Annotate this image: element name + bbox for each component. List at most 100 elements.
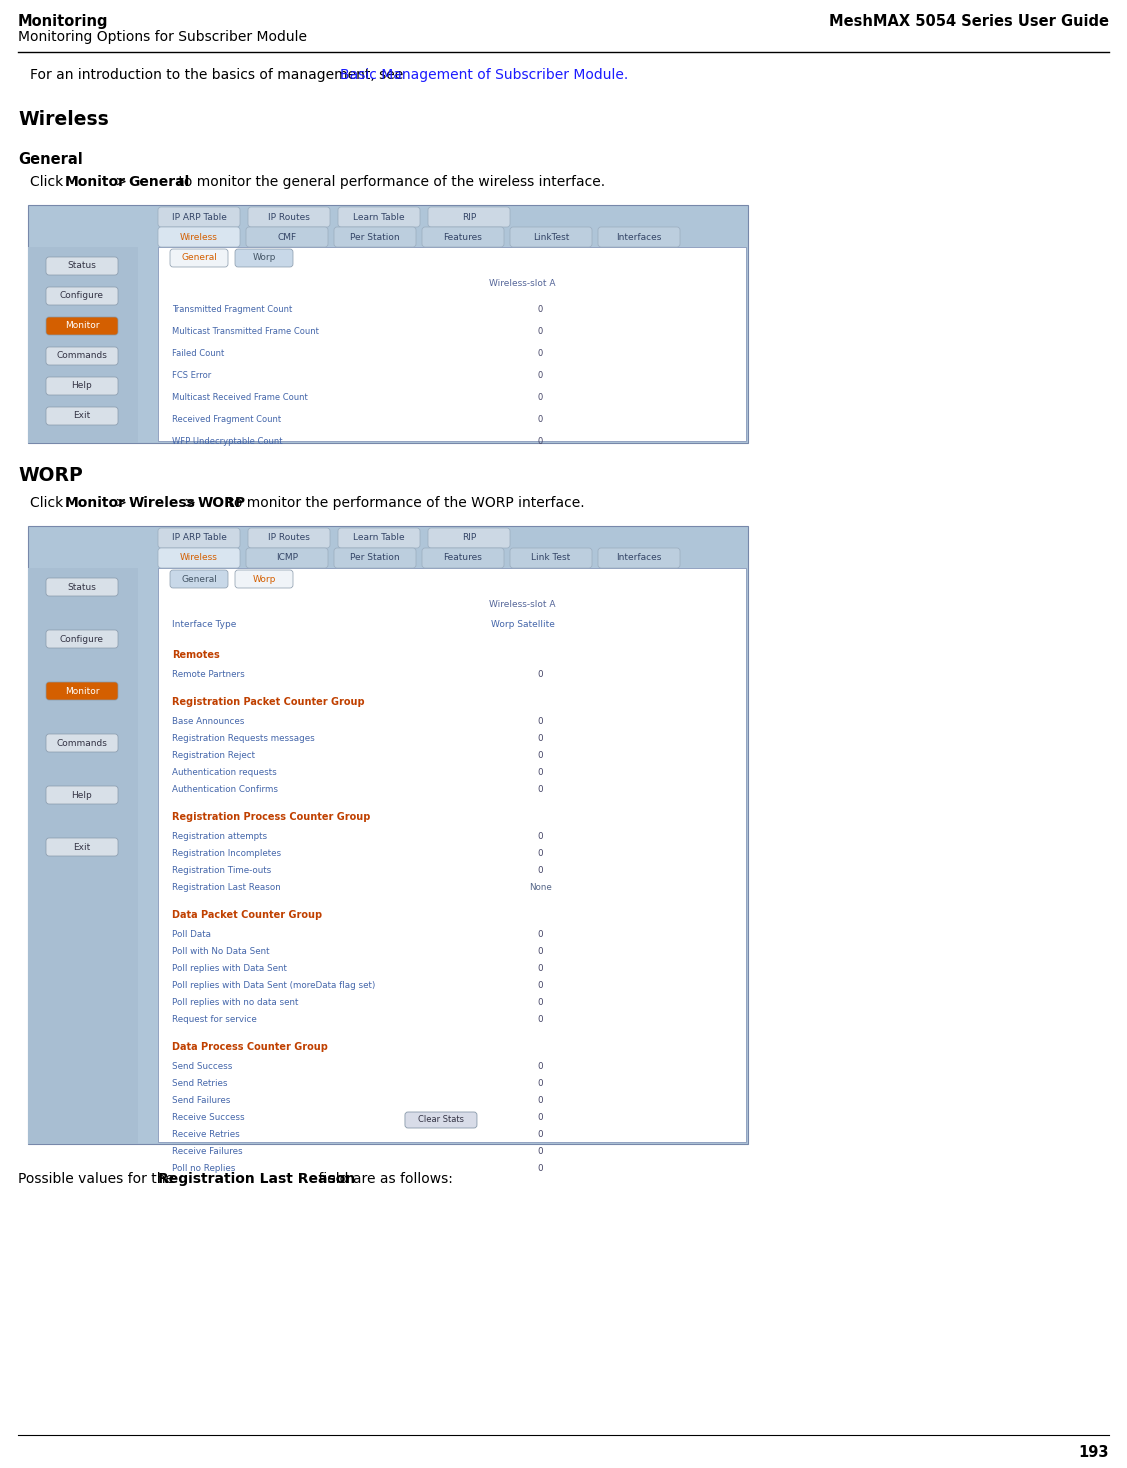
Text: Poll replies with no data sent: Poll replies with no data sent: [172, 998, 299, 1007]
Text: Poll Data: Poll Data: [172, 931, 211, 940]
Text: Wireless-slot A: Wireless-slot A: [489, 600, 556, 609]
Text: General: General: [181, 574, 216, 583]
FancyBboxPatch shape: [46, 785, 118, 804]
Text: Receive Retries: Receive Retries: [172, 1130, 240, 1139]
FancyBboxPatch shape: [46, 407, 118, 426]
Text: Commands: Commands: [56, 738, 107, 747]
FancyBboxPatch shape: [598, 228, 680, 247]
Text: IP ARP Table: IP ARP Table: [171, 533, 227, 543]
FancyBboxPatch shape: [338, 207, 420, 228]
Text: Worp: Worp: [252, 254, 276, 263]
Text: ICMP: ICMP: [276, 553, 298, 562]
Text: CMF: CMF: [277, 232, 296, 242]
Text: Worp Satellite: Worp Satellite: [490, 619, 554, 628]
Text: 0: 0: [538, 734, 543, 743]
FancyBboxPatch shape: [46, 377, 118, 395]
FancyBboxPatch shape: [46, 630, 118, 647]
Text: Interfaces: Interfaces: [616, 553, 662, 562]
Text: 193: 193: [1079, 1445, 1109, 1461]
Text: 0: 0: [538, 947, 543, 956]
Text: Poll replies with Data Sent (moreData flag set): Poll replies with Data Sent (moreData fl…: [172, 981, 375, 989]
Text: Registration Packet Counter Group: Registration Packet Counter Group: [172, 697, 365, 708]
Text: Per Station: Per Station: [350, 232, 400, 242]
Text: Wireless: Wireless: [180, 553, 218, 562]
FancyBboxPatch shape: [246, 548, 328, 568]
Text: Features: Features: [444, 553, 482, 562]
Text: Receive Success: Receive Success: [172, 1113, 245, 1122]
Text: Registration Reject: Registration Reject: [172, 752, 255, 760]
Text: 0: 0: [538, 1097, 543, 1105]
Text: 0: 0: [538, 669, 543, 680]
Text: Per Station: Per Station: [350, 553, 400, 562]
Text: Send Retries: Send Retries: [172, 1079, 228, 1088]
Text: Authentication requests: Authentication requests: [172, 768, 277, 777]
Text: Registration Requests messages: Registration Requests messages: [172, 734, 314, 743]
Text: Click: Click: [30, 175, 68, 189]
Text: Base Announces: Base Announces: [172, 716, 245, 727]
FancyBboxPatch shape: [46, 346, 118, 366]
FancyBboxPatch shape: [170, 570, 228, 589]
Text: Poll replies with Data Sent: Poll replies with Data Sent: [172, 964, 287, 973]
Text: Help: Help: [72, 382, 92, 390]
Text: 0: 0: [538, 716, 543, 727]
Text: For an introduction to the basics of management, see: For an introduction to the basics of man…: [30, 68, 408, 82]
Text: 0: 0: [538, 931, 543, 940]
FancyBboxPatch shape: [334, 548, 416, 568]
Text: 0: 0: [538, 1164, 543, 1173]
Text: >: >: [110, 496, 131, 509]
Text: Interfaces: Interfaces: [616, 232, 662, 242]
FancyBboxPatch shape: [46, 734, 118, 752]
Text: Wireless: Wireless: [18, 110, 108, 129]
Text: FCS Error: FCS Error: [172, 371, 211, 380]
Text: Data Process Counter Group: Data Process Counter Group: [172, 1042, 328, 1053]
FancyBboxPatch shape: [511, 548, 592, 568]
Bar: [158, 568, 746, 1142]
Text: Wireless: Wireless: [128, 496, 195, 509]
FancyBboxPatch shape: [236, 250, 293, 267]
Text: Worp: Worp: [252, 574, 276, 583]
FancyBboxPatch shape: [46, 683, 118, 700]
Text: Possible values for the: Possible values for the: [18, 1171, 178, 1186]
Text: Status: Status: [68, 261, 97, 270]
FancyBboxPatch shape: [248, 207, 330, 228]
Text: 0: 0: [538, 785, 543, 794]
Text: 0: 0: [538, 437, 543, 446]
Text: 0: 0: [538, 305, 543, 314]
Text: 0: 0: [538, 349, 543, 358]
FancyBboxPatch shape: [158, 548, 240, 568]
Text: Remote Partners: Remote Partners: [172, 669, 245, 680]
Text: General: General: [128, 175, 189, 189]
FancyBboxPatch shape: [511, 228, 592, 247]
Text: 0: 0: [538, 1061, 543, 1072]
Text: 0: 0: [538, 768, 543, 777]
Text: Monitor: Monitor: [65, 175, 126, 189]
Text: 0: 0: [538, 371, 543, 380]
FancyBboxPatch shape: [46, 257, 118, 275]
Text: 0: 0: [538, 1079, 543, 1088]
Text: WORP: WORP: [197, 496, 246, 509]
Text: 0: 0: [538, 849, 543, 857]
Text: 0: 0: [538, 866, 543, 875]
Text: Learn Table: Learn Table: [353, 213, 405, 222]
Text: IP Routes: IP Routes: [268, 533, 310, 543]
Text: Registration attempts: Registration attempts: [172, 832, 267, 841]
Text: Basic Management of Subscriber Module.: Basic Management of Subscriber Module.: [340, 68, 628, 82]
Text: field are as follows:: field are as follows:: [314, 1171, 453, 1186]
Text: General: General: [181, 254, 216, 263]
FancyBboxPatch shape: [46, 317, 118, 335]
Text: Monitoring Options for Subscriber Module: Monitoring Options for Subscriber Module: [18, 29, 307, 44]
Text: >: >: [180, 496, 201, 509]
FancyBboxPatch shape: [46, 838, 118, 856]
Text: Monitor: Monitor: [65, 496, 126, 509]
Text: Configure: Configure: [60, 292, 104, 301]
Text: Monitor: Monitor: [64, 687, 99, 696]
Text: Registration Time-outs: Registration Time-outs: [172, 866, 272, 875]
Text: 0: 0: [538, 1014, 543, 1025]
Text: Help: Help: [72, 790, 92, 800]
FancyBboxPatch shape: [428, 207, 511, 228]
Text: 0: 0: [538, 981, 543, 989]
Text: Clear Stats: Clear Stats: [418, 1116, 464, 1124]
Text: Receive Failures: Receive Failures: [172, 1147, 242, 1155]
Text: Wireless-slot A: Wireless-slot A: [489, 279, 556, 288]
Text: Registration Last Reason: Registration Last Reason: [159, 1171, 356, 1186]
